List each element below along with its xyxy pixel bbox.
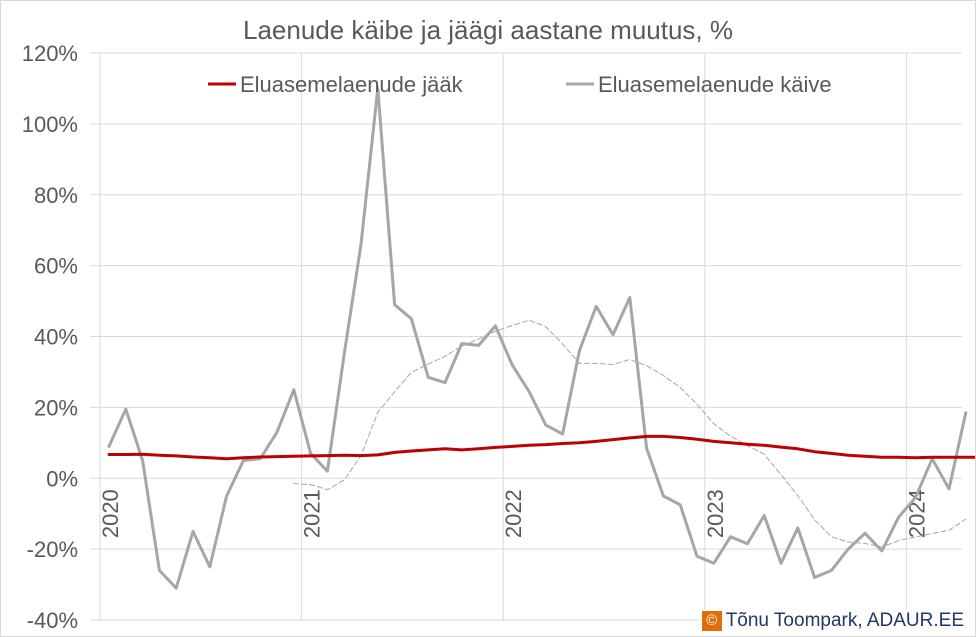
series-line-kaive [107, 86, 968, 590]
credit-text: Tõnu Toompark, ADAUR.EE [725, 610, 964, 631]
legend-label: Eluasemelaenude käive [598, 72, 832, 97]
y-tick-label: 20% [34, 395, 78, 420]
x-tick-label: 2021 [300, 489, 325, 538]
legend-item-jaak: Eluasemelaenude jääk [208, 72, 464, 97]
credit-badge: © Tõnu Toompark, ADAUR.EE [698, 609, 970, 633]
y-tick-label: -40% [27, 608, 78, 633]
y-tick-label: 80% [34, 183, 78, 208]
y-tick-label: 0% [46, 466, 78, 491]
chart-title: Laenude käibe ja jäägi aastane muutus, % [243, 15, 733, 45]
x-tick-label: 2020 [98, 489, 123, 538]
y-tick-label: 40% [34, 325, 78, 350]
copyright-icon: © [701, 611, 722, 631]
legend-item-kaive: Eluasemelaenude käive [566, 72, 832, 97]
y-tick-label: -20% [27, 537, 78, 562]
series-line-jaak [107, 434, 976, 461]
x-tick-label: 2023 [703, 489, 728, 538]
y-tick-label: 120% [22, 41, 78, 66]
y-tick-label: 60% [34, 254, 78, 279]
gridlines [90, 52, 962, 621]
axes: -40% -20% 0% 20% 40% 60% 80% 100% 120% 2020 2021 20… [22, 41, 930, 633]
series-lines [107, 86, 976, 590]
legend: Eluasemelaenude jääk Eluasemelaenude käiv… [208, 72, 832, 97]
legend-label: Eluasemelaenude jääk [240, 72, 464, 97]
y-tick-label: 100% [22, 112, 78, 137]
series-line-trend [293, 319, 967, 548]
x-tick-label: 2022 [501, 489, 526, 538]
